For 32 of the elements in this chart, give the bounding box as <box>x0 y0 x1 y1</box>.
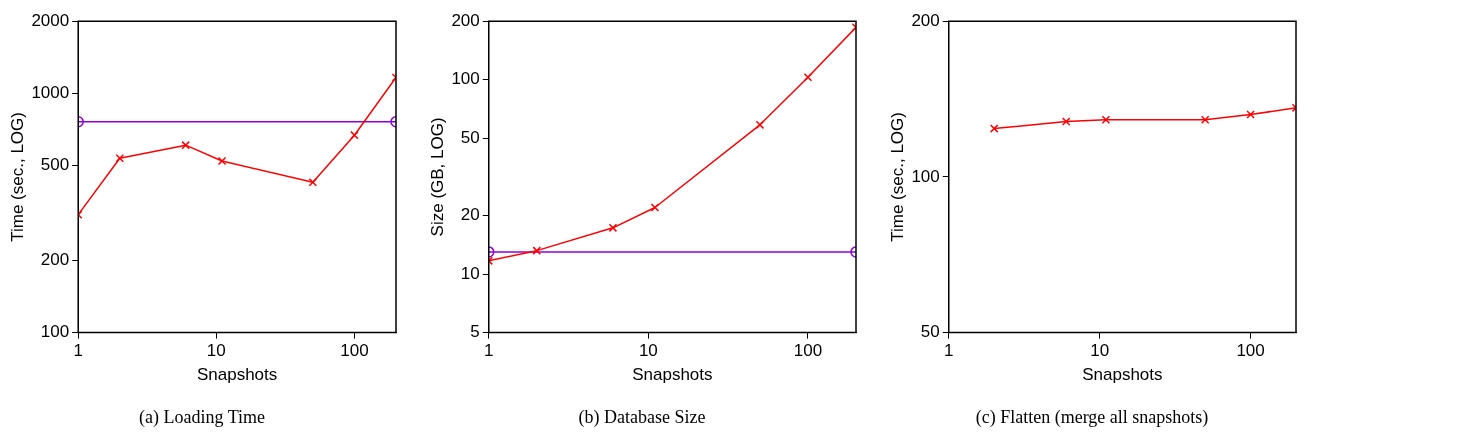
y-tick-label: 100 <box>40 322 70 342</box>
x-tick-label: 1 <box>484 341 494 361</box>
y-tick-label: 200 <box>451 10 480 30</box>
text: (b) Database Size <box>578 406 706 428</box>
y-tick-label: 100 <box>451 69 480 89</box>
y-tick-label: 2000 <box>31 10 70 30</box>
y-tick-label: 20 <box>460 205 480 225</box>
x-tick-label: 1 <box>73 341 83 361</box>
x-axis-title: Snapshots <box>632 364 713 384</box>
y-tick-label: 1000 <box>31 82 70 102</box>
y-tick-label: 100 <box>911 166 940 186</box>
x-axis-title: Snapshots <box>1082 364 1163 384</box>
y-tick-label: 200 <box>911 10 940 30</box>
y-axis-title: Size (GB, LOG) <box>427 117 447 237</box>
y-tick-label: 500 <box>40 154 70 174</box>
y-tick-label: 50 <box>460 127 480 147</box>
y-tick-label: 50 <box>920 322 940 342</box>
y-tick-label: 10 <box>460 263 480 283</box>
x-axis-title: Snapshots <box>196 364 278 384</box>
text: (a) Loading Time <box>139 406 265 428</box>
text: (c) Flatten (merge all snapshots) <box>975 406 1209 428</box>
y-tick-label: 200 <box>40 250 70 270</box>
x-tick-label: 10 <box>206 341 226 361</box>
x-tick-label: 10 <box>1090 341 1110 361</box>
y-tick-label: 5 <box>470 322 480 342</box>
x-tick-label: 1 <box>944 341 954 361</box>
y-axis-title: Time (sec., LOG) <box>7 112 27 242</box>
y-axis-title: Time (sec., LOG) <box>887 112 907 242</box>
x-tick-label: 100 <box>1236 341 1265 361</box>
x-tick-label: 100 <box>793 341 823 361</box>
x-tick-label: 10 <box>638 341 658 361</box>
x-tick-label: 100 <box>340 341 369 361</box>
